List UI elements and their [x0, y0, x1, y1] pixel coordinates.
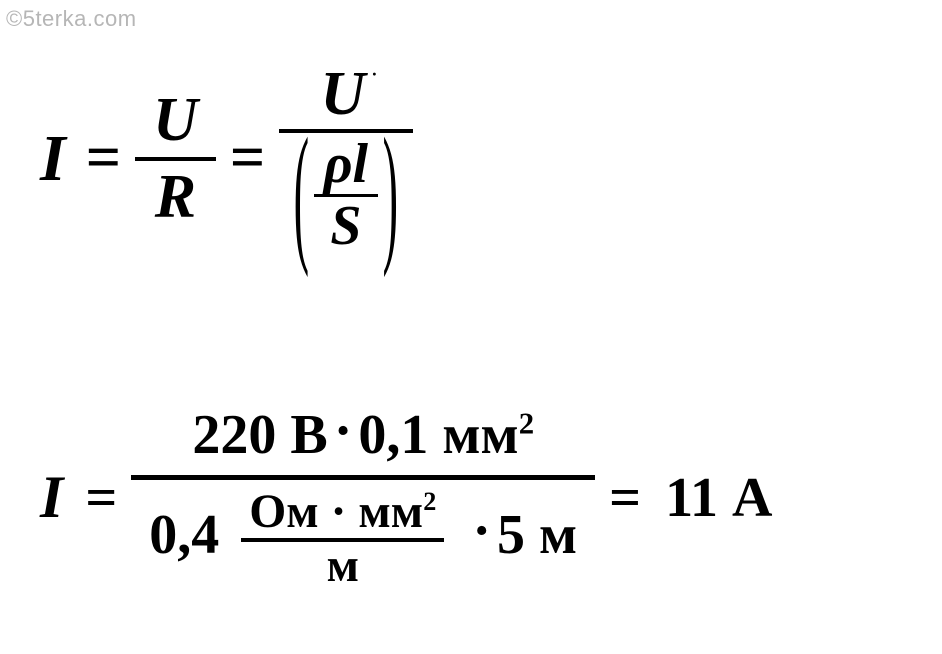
superscript-2: 2: [519, 406, 534, 440]
equation-1: I = U R = U· ( ρl S ): [40, 60, 413, 257]
value-0-1: 0,1: [358, 404, 428, 466]
watermark-text: ©5terka.com: [6, 6, 137, 32]
unit-m: м: [539, 504, 577, 566]
multiply-dot: ·: [328, 400, 359, 462]
equation-2: I = 220 В·0,1 мм2 0,4 Ом · мм2 м ·5 м = …: [40, 400, 772, 596]
numerator-expression: 220 В·0,1 мм2: [174, 400, 552, 475]
numerator-U: U·: [311, 60, 382, 129]
equals-sign: =: [216, 123, 279, 194]
denominator-paren-frac: ( ρl S ): [279, 133, 413, 257]
fraction-rho-l-over-S: ρl S: [314, 135, 378, 255]
unit-top-text: Ом · мм: [249, 486, 423, 538]
variable-I: I: [40, 121, 66, 197]
dot-mark: ·: [371, 64, 377, 84]
equals-sign: =: [595, 466, 655, 530]
unit-mm: мм: [442, 404, 518, 466]
denominator-expression: 0,4 Ом · мм2 м ·5 м: [131, 480, 595, 596]
denominator-R: R: [137, 161, 214, 234]
unit-volt: В: [290, 404, 327, 466]
result-11A: 11 А: [655, 466, 772, 530]
value-0-4: 0,4: [149, 504, 219, 566]
equals-sign: =: [72, 123, 135, 194]
numerator-U: U: [135, 84, 216, 157]
value-5: 5: [497, 504, 525, 566]
unit-m: м: [319, 542, 367, 592]
multiply-dot: ·: [466, 500, 497, 562]
variable-U: U: [321, 60, 366, 128]
superscript-2: 2: [423, 487, 436, 516]
paren-right: ): [381, 114, 399, 277]
fraction-U-over-R: U R: [135, 84, 216, 234]
value-220: 220: [192, 404, 276, 466]
denominator-S: S: [320, 197, 371, 256]
numerator-rho-l: ρl: [314, 135, 378, 194]
variable-I: I: [40, 463, 63, 532]
paren-left: (: [292, 114, 310, 277]
unit-fraction-ohm-mm2-over-m: Ом · мм2 м: [241, 488, 444, 592]
result-unit-ampere: А: [732, 467, 772, 529]
big-fraction: 220 В·0,1 мм2 0,4 Ом · мм2 м ·5 м: [131, 400, 595, 596]
result-value: 11: [665, 467, 718, 529]
equals-sign: =: [71, 466, 131, 530]
fraction-U-over-rho-l-S: U· ( ρl S ): [279, 60, 413, 257]
unit-ohm-mm2: Ом · мм2: [241, 488, 444, 538]
